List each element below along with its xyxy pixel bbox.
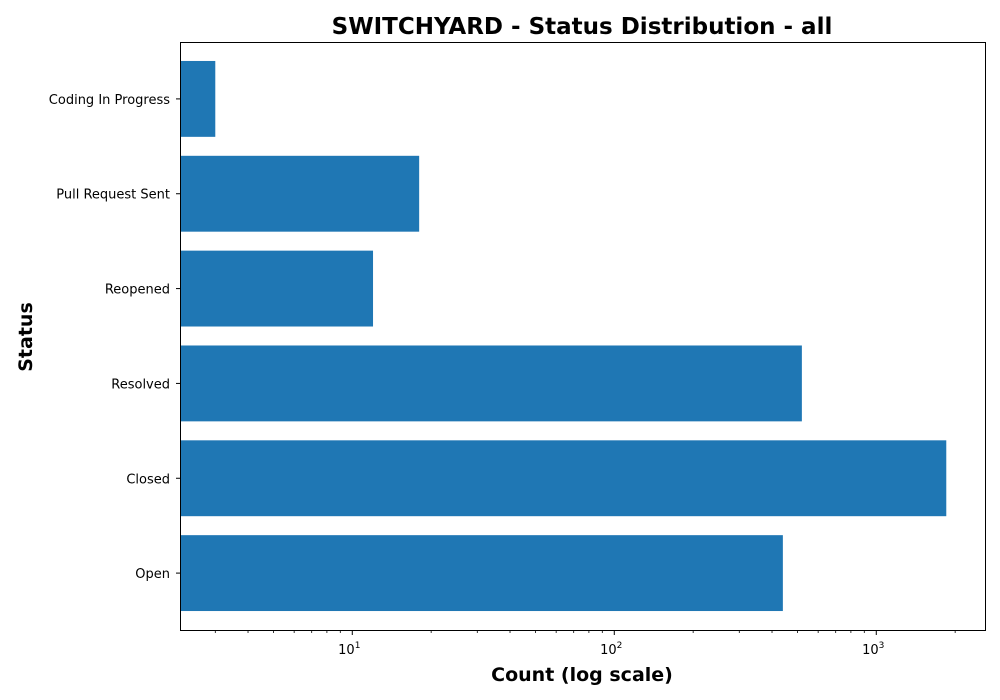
x-tick-label: 101: [338, 641, 360, 658]
x-axis-label: Count (log scale): [491, 664, 673, 686]
bar-pull-request-sent: [180, 156, 419, 232]
x-ticks-group: 101 102 103: [215, 630, 955, 658]
bars-group: [180, 61, 946, 611]
y-tick-label: Pull Request Sent: [56, 188, 170, 203]
y-tick-label: Reopened: [105, 283, 170, 298]
bar-reopened: [180, 251, 373, 327]
bar-closed: [180, 440, 946, 516]
bar-resolved: [180, 345, 802, 421]
bar-open: [180, 535, 783, 611]
chart-title: SWITCHYARD - Status Distribution - all: [332, 14, 833, 40]
y-ticks-group: Open Closed Resolved Reopened Pull Request S…: [49, 93, 180, 582]
x-tick-label: 102: [600, 641, 622, 658]
y-tick-label: Resolved: [111, 377, 170, 392]
x-tick-label: 103: [862, 641, 884, 658]
y-tick-label: Open: [135, 567, 170, 582]
y-axis-label: Status: [15, 302, 37, 372]
y-tick-label: Closed: [126, 472, 170, 487]
bar-coding-in-progress: [180, 61, 215, 137]
y-tick-label: Coding In Progress: [49, 93, 170, 108]
